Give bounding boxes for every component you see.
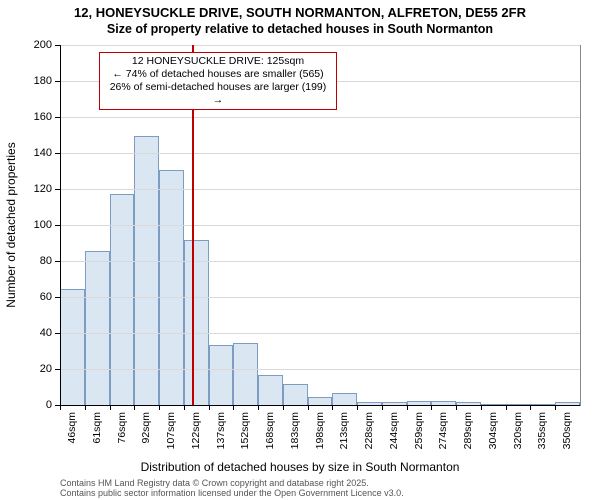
x-tick-label: 76sqm [116,412,128,462]
chart-title-line2: Size of property relative to detached ho… [0,22,600,36]
annotation-line2: ← 74% of detached houses are smaller (56… [104,68,332,81]
x-tick [481,405,482,410]
footer-attribution-1: Contains HM Land Registry data © Crown c… [60,478,369,488]
x-tick [258,405,259,410]
x-tick [283,405,284,410]
gridline [60,261,580,262]
x-tick [456,405,457,410]
x-tick-label: 350sqm [561,412,573,462]
gridline [60,333,580,334]
x-tick-label: 183sqm [289,412,301,462]
chart-title-line1: 12, HONEYSUCKLE DRIVE, SOUTH NORMANTON, … [0,5,600,20]
x-tick-label: 152sqm [239,412,251,462]
histogram-bar [258,375,283,406]
x-tick-label: 228sqm [363,412,375,462]
annotation-box: 12 HONEYSUCKLE DRIVE: 125sqm ← 74% of de… [99,52,337,110]
gridline [60,45,580,46]
x-tick-label: 213sqm [338,412,350,462]
x-tick [357,405,358,410]
x-tick [382,405,383,410]
footer-attribution-2: Contains public sector information licen… [60,488,404,498]
x-tick-label: 320sqm [512,412,524,462]
x-tick [134,405,135,410]
x-tick-label: 304sqm [487,412,499,462]
histogram-bar [134,136,159,406]
x-tick [110,405,111,410]
x-tick-label: 259sqm [413,412,425,462]
gridline [60,225,580,226]
histogram-bar [209,345,234,406]
x-tick [159,405,160,410]
x-tick [431,405,432,410]
histogram-bar [85,251,110,406]
histogram-bar [184,240,209,406]
gridline [60,189,580,190]
y-tick-label: 20 [0,363,52,375]
x-tick-label: 92sqm [140,412,152,462]
y-tick-label: 160 [0,111,52,123]
y-tick-label: 40 [0,327,52,339]
histogram-bar [60,289,85,406]
x-tick-label: 61sqm [91,412,103,462]
gridline [60,153,580,154]
x-tick-label: 289sqm [462,412,474,462]
x-tick [407,405,408,410]
y-tick-label: 180 [0,75,52,87]
x-tick-label: 335sqm [536,412,548,462]
gridline [60,117,580,118]
x-tick [332,405,333,410]
x-tick [85,405,86,410]
x-tick-label: 198sqm [314,412,326,462]
x-tick [209,405,210,410]
x-tick [184,405,185,410]
x-tick [506,405,507,410]
x-tick [555,405,556,410]
x-tick-label: 137sqm [215,412,227,462]
y-tick-label: 200 [0,39,52,51]
x-tick [60,405,61,410]
x-tick-label: 107sqm [165,412,177,462]
x-tick-label: 274sqm [437,412,449,462]
x-tick [233,405,234,410]
y-axis [60,45,61,405]
x-tick-label: 168sqm [264,412,276,462]
y-axis-label: Number of detached properties [4,142,18,307]
gridline [60,369,580,370]
histogram-bar [159,170,184,406]
x-tick-label: 46sqm [66,412,78,462]
x-tick [308,405,309,410]
x-axis-label: Distribution of detached houses by size … [0,460,600,474]
x-axis [60,405,580,406]
histogram-bar [283,384,308,406]
x-tick-label: 244sqm [388,412,400,462]
property-size-histogram: 12, HONEYSUCKLE DRIVE, SOUTH NORMANTON, … [0,0,600,500]
histogram-bar [233,343,258,406]
annotation-line1: 12 HONEYSUCKLE DRIVE: 125sqm [104,55,332,68]
x-tick-label: 122sqm [190,412,202,462]
gridline [60,297,580,298]
annotation-line3: 26% of semi-detached houses are larger (… [104,81,332,107]
x-tick [530,405,531,410]
y-tick-label: 0 [0,399,52,411]
